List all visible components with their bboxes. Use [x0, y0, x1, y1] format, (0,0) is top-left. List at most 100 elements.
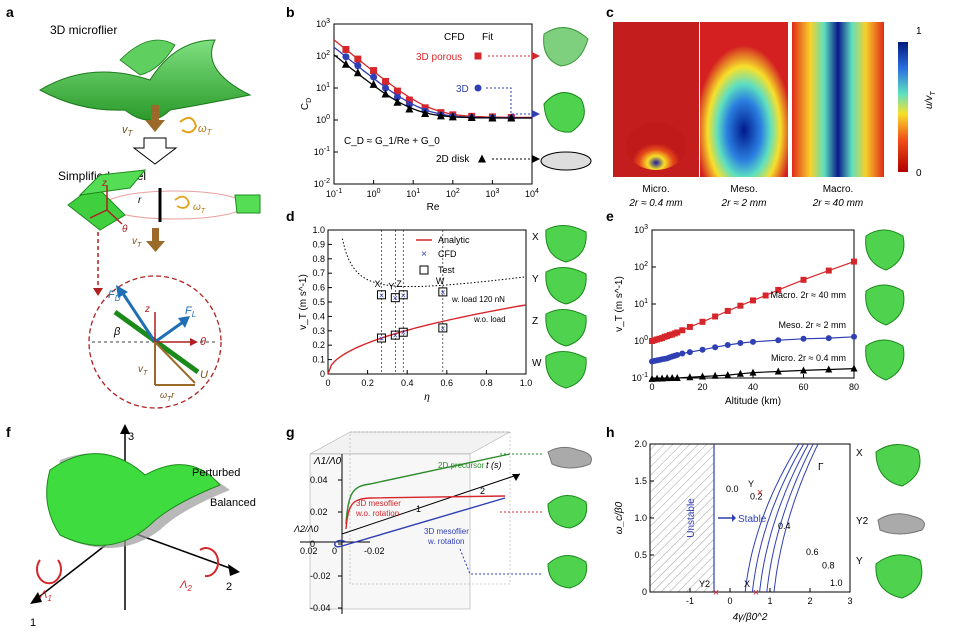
- equation: C_D ≈ G_1/Re + G_0: [344, 136, 440, 147]
- t-axis: [341, 473, 521, 535]
- series-line-2: [651, 368, 855, 380]
- axis-r-label: r: [138, 195, 142, 206]
- thumbnail-label-y2: Y2: [856, 516, 869, 527]
- x-tick-label: -1: [686, 596, 694, 606]
- data-point: [668, 374, 676, 381]
- map-meso-size: 2r ≈ 2 mm: [721, 198, 767, 209]
- panel-letter-b: b: [286, 4, 295, 20]
- panel-a-title: 3D microflier: [50, 23, 117, 37]
- point-label: X: [744, 579, 750, 589]
- series-label: Meso. 2r ≈ 2 mm: [779, 320, 846, 330]
- series-label-2b: w. rotation: [427, 537, 464, 546]
- y-tick-label: 103: [634, 224, 648, 235]
- data-point: [762, 292, 769, 299]
- x-tick-label: 101: [406, 188, 420, 199]
- y-tick-label: 0.8: [312, 254, 325, 264]
- y-tick-label: 1.0: [634, 513, 647, 523]
- panel-h-chart: -1 0 1 2 3 0 0.5 1.0 1.5 2.0 4γ/β0^2 ω_c/β0 0.0 0.2 0.…: [614, 439, 925, 623]
- stable-label: Stable: [738, 514, 767, 525]
- cfd-marker: ×: [393, 331, 398, 341]
- data-point: [851, 333, 857, 340]
- data-point: [381, 89, 390, 98]
- data-point: [393, 97, 402, 106]
- omegaT-label: ωT: [198, 123, 213, 137]
- y-tick-label: 0.9: [312, 239, 325, 249]
- contour-label: 0.4: [778, 521, 791, 531]
- curve-label-w-load: w. load 120 nN: [451, 295, 505, 304]
- data-point: [393, 93, 401, 101]
- point-marker: ×: [753, 587, 759, 599]
- heatmap-meso: [700, 22, 788, 177]
- y-tick-label: 1.0: [312, 225, 325, 235]
- panel-e-chart: 0 20 40 60 80 10-1 100 101 102 103 Altitude (km) v_…: [614, 224, 905, 407]
- hollow-down-arrow-icon: [132, 137, 178, 165]
- point-label: X: [374, 279, 380, 289]
- data-point: [448, 112, 457, 121]
- x-tick-label: 1.0: [520, 378, 533, 388]
- data-point: [679, 350, 686, 357]
- vT-label-2: vT: [132, 236, 142, 249]
- y-tick-label: 0.6: [312, 283, 325, 293]
- data-point: [342, 45, 350, 53]
- vT-label: vT: [122, 124, 134, 138]
- legend-3d-porous: 3D porous: [416, 52, 462, 63]
- grid-plane: [349, 431, 511, 585]
- test-marker: [438, 287, 448, 297]
- z-label-inset: z: [144, 304, 150, 315]
- y-axis-label: ω_c/β0: [614, 501, 625, 534]
- point-label: Y: [388, 282, 394, 292]
- x-tick-label: 100: [367, 188, 381, 199]
- unstable-region: [650, 444, 714, 592]
- disk-image: [540, 151, 592, 171]
- point-label: Y: [748, 479, 754, 489]
- contour-line: [759, 443, 809, 593]
- plot-frame: [333, 23, 533, 185]
- flier-thumbnail-image: [545, 309, 587, 347]
- axis2-label: 2: [226, 581, 232, 593]
- arrow-icon: [532, 155, 540, 163]
- cfd-marker: ×: [440, 287, 445, 297]
- x-tick-label: 0.8: [480, 378, 493, 388]
- series-label-2a: 3D mesoflier: [424, 527, 469, 536]
- data-point: [686, 323, 693, 330]
- FL-label: FL: [185, 305, 196, 319]
- balanced-label: Balanced: [210, 497, 256, 509]
- panel-letter-f: f: [6, 424, 11, 440]
- map-micro-name: Micro.: [642, 184, 669, 195]
- point-label: Z: [396, 279, 402, 289]
- heatmap-macro: [792, 22, 884, 177]
- thumbnail-label: Z: [532, 316, 538, 327]
- x-tick-label: 1: [416, 504, 421, 514]
- data-point: [382, 84, 390, 92]
- flier-image: [547, 495, 588, 529]
- x-tick-label: 40: [748, 382, 758, 392]
- data-point: [658, 374, 666, 382]
- contour-label: 0.2: [750, 492, 763, 502]
- data-point: [488, 113, 497, 122]
- rotation-arrow-icon: [199, 547, 220, 578]
- arrow-icon: [732, 514, 736, 522]
- analytic-wo-load-line: [327, 304, 527, 375]
- rotation-arrow-icon: [36, 559, 62, 585]
- flier-thumbnail-image: [545, 267, 587, 305]
- data-point: [354, 62, 362, 70]
- cbar-bottom: 0: [916, 168, 922, 179]
- FD-label: FD: [108, 289, 121, 303]
- panel-letter-e: e: [606, 208, 614, 224]
- contour-label: 0.0: [726, 484, 739, 494]
- series-line-2: [334, 497, 506, 548]
- x-tick-label: 60: [798, 382, 808, 392]
- x-tick-label: 20: [697, 382, 707, 392]
- point-label: Y2: [699, 579, 710, 589]
- data-point: [342, 53, 350, 61]
- thumbnail-label-y: Y: [856, 556, 863, 567]
- z-axis-label: Λ2/Λ0: [293, 524, 319, 534]
- force-diagram-circle: [88, 275, 222, 409]
- x-tick-label: 0: [325, 378, 330, 388]
- data-point: [712, 344, 719, 351]
- test-marker: [376, 290, 386, 300]
- thumbnail-label: W: [532, 358, 542, 369]
- y-tick-label: 0: [642, 587, 647, 597]
- flier-y-image: [875, 554, 923, 599]
- data-point: [775, 337, 782, 344]
